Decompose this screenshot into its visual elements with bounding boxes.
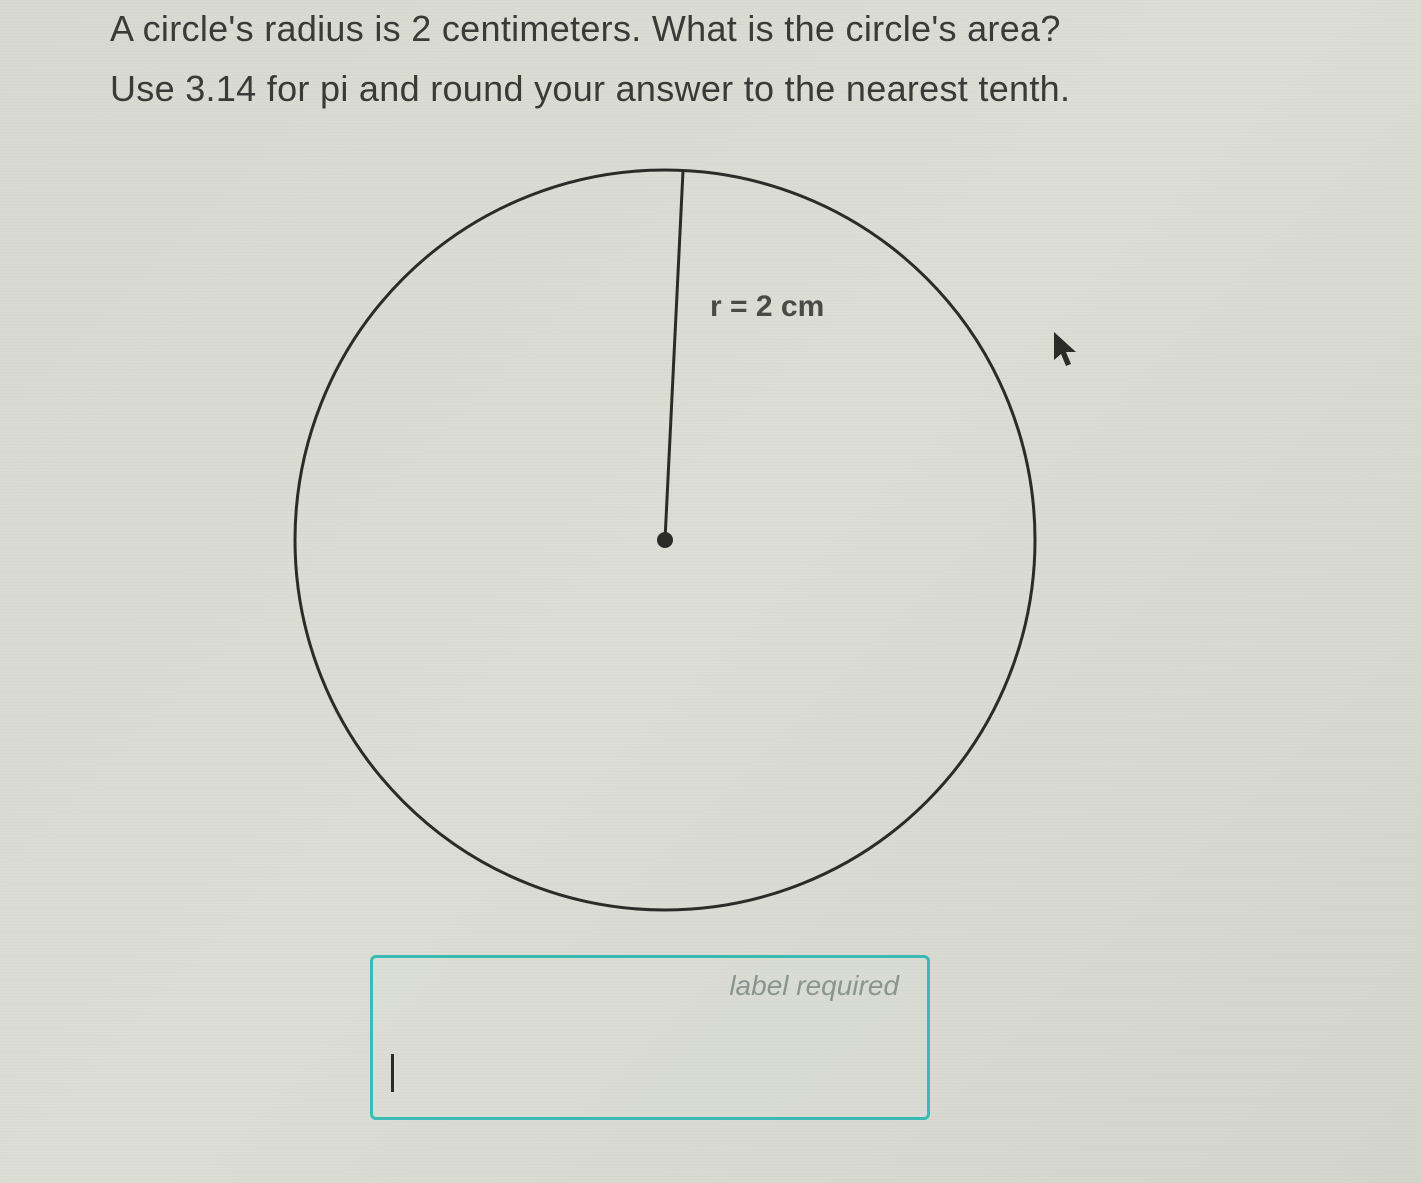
radius-line — [665, 171, 683, 540]
question-line-2: Use 3.14 for pi and round your answer to… — [110, 68, 1070, 110]
answer-placeholder: label required — [729, 970, 899, 1002]
radius-label: r = 2 cm — [710, 290, 824, 324]
text-cursor — [391, 1054, 394, 1092]
circle-svg — [280, 155, 1050, 925]
center-dot — [657, 532, 673, 548]
circle-diagram — [280, 155, 1050, 925]
answer-input[interactable]: label required — [370, 955, 930, 1120]
question-line-1: A circle's radius is 2 centimeters. What… — [110, 8, 1061, 50]
mouse-cursor-icon — [1050, 330, 1080, 370]
